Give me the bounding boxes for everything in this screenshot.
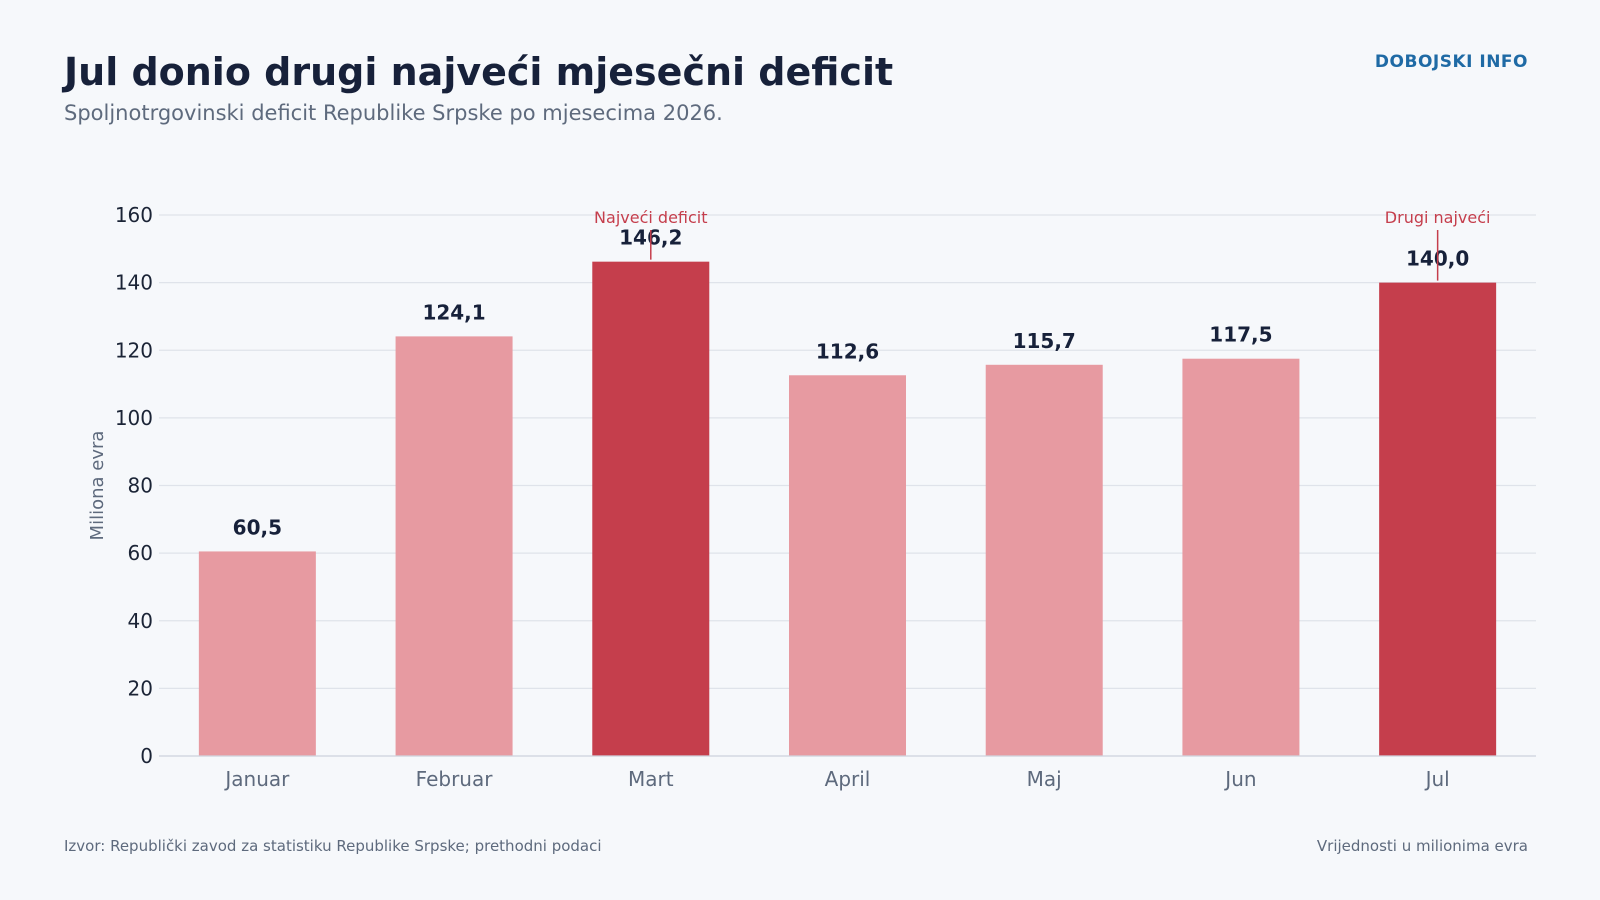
x-tick-label: Mart: [628, 767, 674, 791]
data-label: 112,6: [816, 339, 879, 363]
bar-februar: [395, 336, 513, 756]
data-label: 117,5: [1209, 323, 1272, 347]
bar-april: [789, 375, 906, 756]
x-tick-label: Januar: [223, 767, 290, 791]
annotation-label: Najveći deficit: [594, 208, 707, 227]
data-label: 115,7: [1013, 329, 1076, 353]
x-tick-label: April: [825, 767, 871, 791]
bar-jul: [1379, 282, 1497, 756]
data-label: 60,5: [233, 515, 282, 539]
bar-mart: [592, 261, 710, 756]
source-note: Izvor: Republički zavod za statistiku Re…: [64, 837, 602, 855]
y-axis-label: Miliona evra: [87, 431, 108, 541]
bar-jun: [1182, 358, 1300, 756]
y-tick-label: 100: [115, 406, 153, 430]
y-tick-label: 80: [128, 474, 153, 498]
y-tick-label: 40: [128, 609, 153, 633]
y-tick-label: 140: [115, 271, 153, 295]
x-tick-label: Februar: [416, 767, 494, 791]
x-tick-label: Jun: [1223, 767, 1256, 791]
y-tick-label: 160: [115, 203, 153, 227]
x-tick-label: Maj: [1027, 767, 1062, 791]
chart-title: Jul donio drugi najveći mjesečni deficit: [64, 50, 894, 94]
brand-logo-text[interactable]: DOBOJSKI INFO: [1374, 52, 1528, 72]
y-tick-label: 20: [128, 676, 153, 700]
data-label: 124,1: [422, 300, 485, 324]
bar-maj: [985, 364, 1103, 756]
y-tick-label: 0: [140, 744, 153, 768]
units-note: Vrijednosti u milionima evra: [1316, 837, 1528, 855]
bar-januar: [198, 551, 316, 756]
annotation-label: Drugi najveći: [1385, 208, 1491, 227]
chart-subtitle: Spoljnotrgovinski deficit Republike Srps…: [64, 101, 723, 125]
y-tick-label: 60: [128, 541, 153, 565]
y-tick-label: 120: [115, 338, 153, 362]
x-tick-label: Jul: [1424, 767, 1450, 791]
